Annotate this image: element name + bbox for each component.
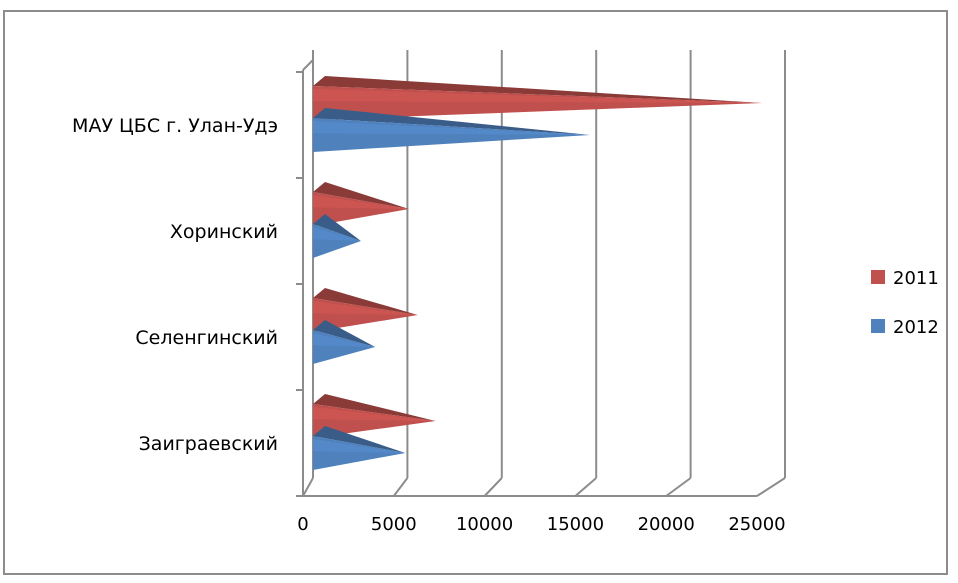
legend-label: 2011 xyxy=(893,268,939,289)
gridline-floor xyxy=(574,477,597,497)
legend-label: 2012 xyxy=(893,317,939,338)
legend-swatch-2012 xyxy=(871,319,885,333)
gridline-floor xyxy=(665,477,692,497)
cone-highlight-2012 xyxy=(313,227,361,241)
x-tick-label: 20000 xyxy=(638,514,695,535)
cone-highlight-2012 xyxy=(313,439,406,453)
cone-highlight-2011 xyxy=(313,89,763,103)
cone-top-2011 xyxy=(313,394,436,421)
x-tick-label: 15000 xyxy=(547,514,604,535)
cone-top-2011 xyxy=(313,288,418,315)
cone-highlight-2011 xyxy=(313,301,418,315)
gridline-floor xyxy=(483,477,503,497)
legend: 2011 2012 xyxy=(871,268,939,338)
cone-top-2012 xyxy=(313,426,406,453)
category-label: Заиграевский xyxy=(139,433,278,455)
x-tick-label: 5000 xyxy=(371,514,417,535)
y-axis-top-edge xyxy=(302,59,314,71)
axes xyxy=(296,59,757,497)
category-label: Хоринский xyxy=(170,221,278,243)
category-label: Селенгинский xyxy=(135,327,278,349)
cone-top-2011 xyxy=(313,76,763,103)
x-tick-label: 0 xyxy=(297,514,308,535)
labels: МАУ ЦБС г. Улан-Удэ Хоринский Селенгинский… xyxy=(72,115,786,535)
cone-top-2012 xyxy=(313,320,376,347)
bars xyxy=(313,76,763,470)
gridline-floor xyxy=(393,477,409,497)
cone-highlight-2011 xyxy=(313,407,436,421)
cone-top-2012 xyxy=(313,108,591,135)
x-tick-label: 25000 xyxy=(728,514,785,535)
cone-top-2012 xyxy=(313,214,361,241)
cone-highlight-2011 xyxy=(313,195,409,209)
category-label: МАУ ЦБС г. Улан-Удэ xyxy=(72,115,278,137)
cone-highlight-2012 xyxy=(313,333,376,347)
cone-top-2011 xyxy=(313,182,409,209)
gridline-floor xyxy=(756,477,786,497)
x-tick-label: 10000 xyxy=(456,514,513,535)
legend-swatch-2011 xyxy=(871,270,885,284)
cone-highlight-2012 xyxy=(313,121,591,135)
gridline-floor xyxy=(302,477,314,497)
